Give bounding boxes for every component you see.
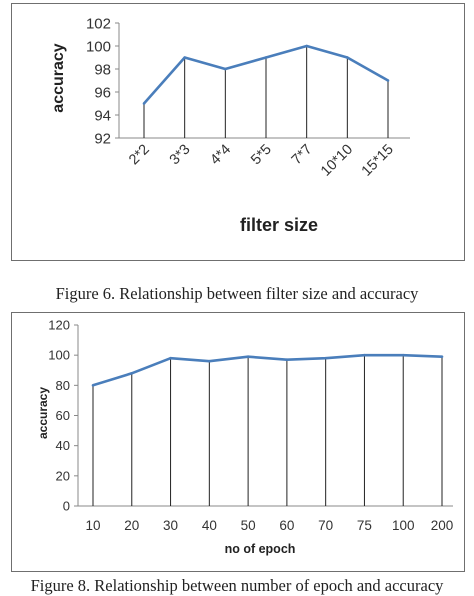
data-point — [324, 356, 327, 360]
x-axis-title: filter size — [240, 215, 318, 235]
y-tick-label: 98 — [94, 61, 111, 78]
data-point — [285, 358, 289, 361]
y-tick-label: 96 — [94, 84, 111, 101]
x-tick-label: 15*15 — [359, 142, 397, 180]
y-tick-label: 20 — [56, 468, 70, 483]
y-tick-label: 120 — [48, 318, 70, 333]
data-point — [440, 355, 444, 358]
x-tick-label: 75 — [357, 518, 372, 533]
data-point — [305, 44, 308, 48]
data-point — [169, 356, 172, 360]
x-axis-title: no of epoch — [225, 542, 296, 556]
y-tick-label: 40 — [56, 438, 70, 453]
y-axis-title: accuracy — [50, 43, 67, 112]
y-tick-label: 100 — [48, 348, 70, 363]
x-tick-label: 40 — [202, 518, 217, 533]
x-tick-label: 10*10 — [318, 142, 356, 180]
x-tick-label: 2*2 — [126, 142, 153, 169]
y-tick-label: 102 — [86, 15, 111, 32]
figure-6-chart: 92 94 96 98 100 102 2*2 3*3 4*4 5*5 7*7 10*10 15*15 f… — [50, 15, 410, 235]
data-point — [130, 371, 134, 375]
data-point — [363, 353, 366, 357]
accuracy-series-line — [92, 353, 443, 387]
y-tick-label: 92 — [94, 130, 111, 147]
data-point — [246, 355, 250, 358]
x-tick-label: 5*5 — [248, 142, 275, 169]
x-tick-label: 10 — [85, 518, 100, 533]
data-point — [142, 102, 146, 105]
y-tick-label: 0 — [63, 499, 70, 514]
figure-8-caption: Figure 8. Relationship between number of… — [30, 576, 444, 595]
figure-6-chart-panel: 92 94 96 98 100 102 2*2 3*3 4*4 5*5 7*7 10*10 15*15 f… — [11, 3, 465, 261]
figure-8-chart: 0 20 40 60 80 100 120 10 20 30 40 50 60 70 75 100 200 no … — [36, 318, 454, 556]
data-point — [183, 56, 186, 59]
data-point — [91, 384, 95, 387]
x-tick-label: 100 — [392, 518, 415, 533]
data-point — [386, 79, 390, 82]
figure-6-caption: Figure 6. Relationship between filter si… — [55, 284, 419, 303]
y-tick-label: 94 — [94, 107, 111, 124]
y-tick-label: 80 — [56, 378, 70, 393]
y-axis-title: accuracy — [36, 387, 50, 439]
data-point — [346, 56, 349, 59]
x-tick-label: 70 — [318, 518, 333, 533]
data-point — [224, 67, 227, 71]
figure-8-chart-panel: 0 20 40 60 80 100 120 10 20 30 40 50 60 70 75 100 200 no … — [11, 312, 465, 572]
x-tick-label: 20 — [124, 518, 139, 533]
y-tick-label: 60 — [56, 408, 70, 423]
data-point — [401, 353, 405, 357]
x-tick-label: 4*4 — [207, 142, 234, 169]
x-tick-label: 50 — [241, 518, 256, 533]
x-tick-label: 7*7 — [289, 142, 316, 169]
data-point — [208, 359, 211, 363]
x-tick-label: 200 — [431, 518, 454, 533]
x-tick-label: 60 — [279, 518, 294, 533]
data-point — [264, 56, 268, 59]
x-tick-label: 30 — [163, 518, 178, 533]
y-tick-label: 100 — [86, 38, 111, 55]
x-tick-label: 3*3 — [167, 142, 194, 169]
